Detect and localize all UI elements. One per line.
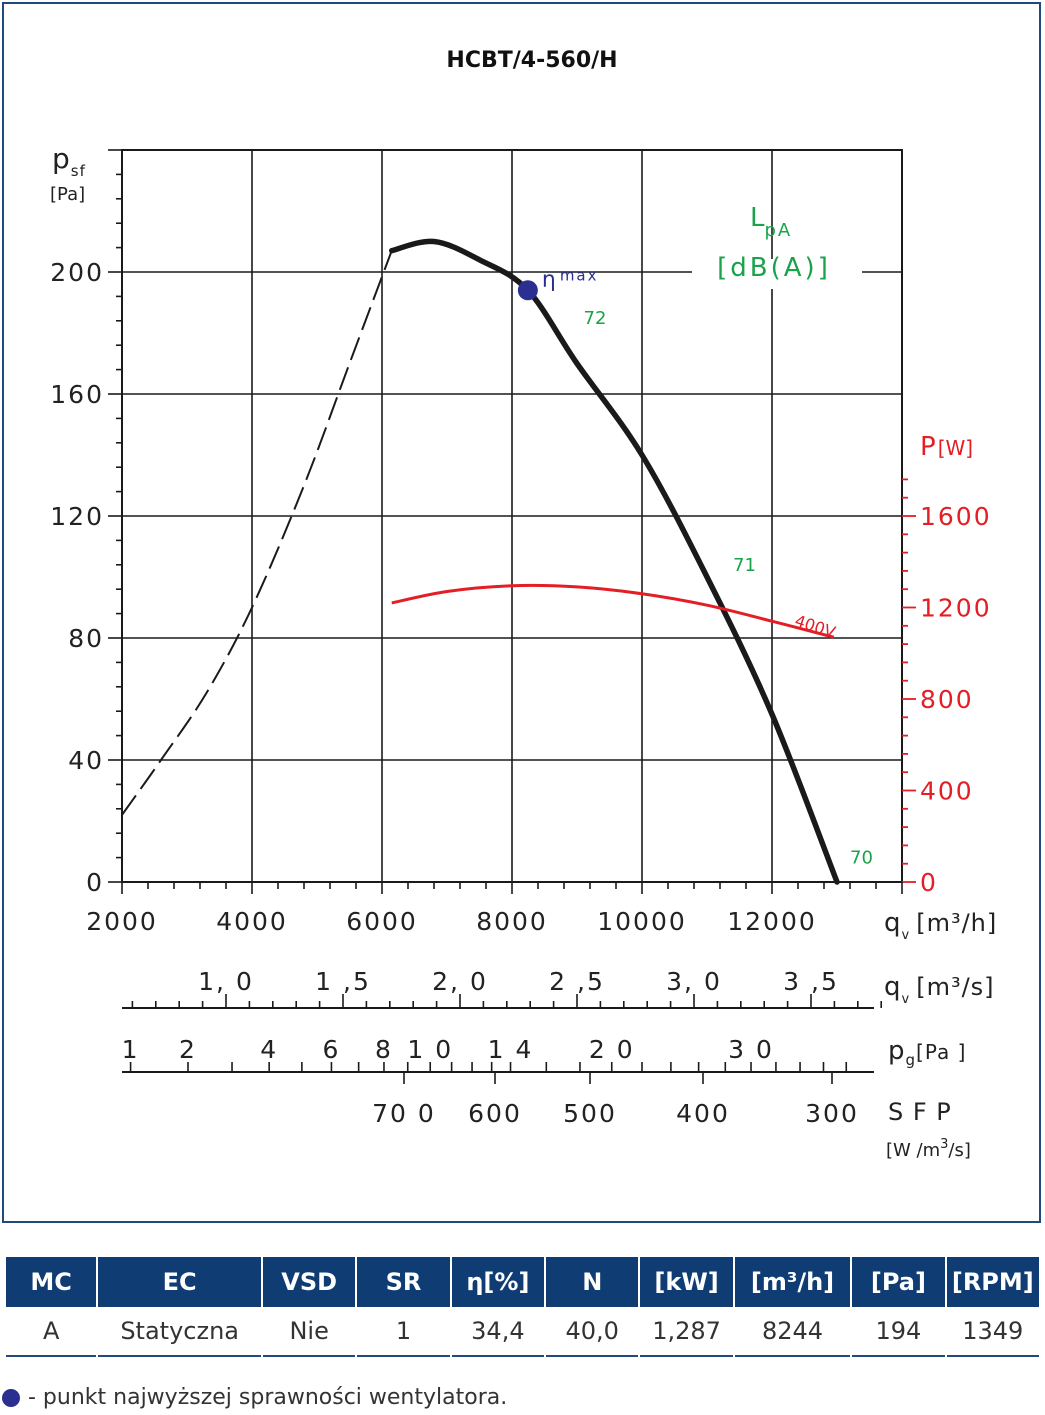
fan-parameters-table: MC EC VSD SR η[%] N [kW] [m³/h] [Pa] [RPM] A Staty… [4,1257,1041,1357]
pg-tick-label: 1 0 [407,1035,453,1064]
table-header-cell: N [546,1257,639,1307]
table-header-cell: [Pa] [852,1257,945,1307]
y-tick-label: 0 [86,868,104,897]
y-axis-label: psf [52,142,86,180]
eta-max-marker [517,280,538,301]
y-tick-label: 40 [68,746,104,775]
qv-m3h-label: qv [m³/h] [884,908,997,943]
eta-max-label: η max [542,266,599,292]
table-cell: 8244 [734,1307,851,1357]
table-cell: Nie [262,1307,356,1357]
table-cell: 34,4 [451,1307,545,1357]
grid [121,149,903,883]
sfp-label: S F P [888,1098,952,1126]
footnote-text: - punkt najwyższej sprawności wentylator… [28,1385,508,1410]
sfp-tick-label: 70 0 [372,1099,436,1128]
table-header-cell: η[%] [451,1257,545,1307]
power-tick-label: 1200 [920,594,992,623]
table-cell: 1349 [946,1307,1039,1357]
y-axis-unit: [Pa] [50,184,85,205]
table-cell: 1 [357,1307,450,1357]
lpa-unit: [dB(A)] [717,253,831,283]
x-tick-label: 10000 [597,907,687,936]
pressure-curve [389,238,840,885]
sfp-tick-label: 600 [468,1099,522,1128]
pg-tick-label: 4 [260,1035,278,1064]
lpa-label-background [692,259,862,289]
pg-tick-label: 2 [179,1035,197,1064]
pg-tick-label: 8 [375,1035,393,1064]
sfp-unit: [W /m3/s] [886,1137,971,1161]
x-tick-label: 6000 [346,907,418,936]
noise-level-label: 72 [584,308,607,329]
qv-m3s-tick-label: 1 ,5 [315,967,371,996]
table-header-cell: [kW] [640,1257,733,1307]
x-tick-label: 12000 [727,907,817,936]
noise-level-label: 71 [733,555,756,576]
qv-m3s-label: qv [m³/s] [884,972,995,1007]
chart-title: HCBT/4-560/H [446,48,617,73]
y-tick-label: 200 [50,258,104,287]
table-cell: 1,287 [640,1307,733,1357]
sfp-tick-label: 500 [563,1099,617,1128]
x-tick-label: 2000 [86,907,158,936]
pressure-curve-unstable [121,250,393,816]
sfp-tick-label: 400 [676,1099,730,1128]
pg-tick-label: 3 0 [728,1035,774,1064]
x-tick-label: 8000 [476,907,548,936]
qv-m3s-tick-label: 3 ,5 [783,967,839,996]
table-cell: A [6,1307,97,1357]
table-cell: 194 [852,1307,945,1357]
y-tick-label: 80 [68,624,104,653]
qv-m3s-tick-label: 1, 0 [198,967,254,996]
qv-m3s-tick-label: 2, 0 [432,967,488,996]
chart-frame: HCBT/4-560/H 400V 72 71 70 η max 0 40 80 120 160 2… [2,2,1041,1223]
eta-max-dot-icon [2,1388,20,1407]
footnote: - punkt najwyższej sprawności wentylator… [2,1385,507,1410]
table-header-cell: [RPM] [946,1257,1039,1307]
power-curve-400v [391,583,835,639]
power-tick-label: 800 [920,685,974,714]
pg-label: pg[Pa ] [888,1036,966,1069]
table-cell: Statyczna [98,1307,261,1357]
x-tick-label: 4000 [216,907,288,936]
table-cell: 40,0 [546,1307,639,1357]
table-row: A Statyczna Nie 1 34,4 40,0 1,287 8244 194 1349 [6,1307,1039,1357]
y-tick-label: 160 [50,380,104,409]
table-header-cell: VSD [262,1257,356,1307]
qv-m3s-tick-label: 3, 0 [666,967,722,996]
pg-tick-label: 1 4 [488,1035,534,1064]
qv-m3s-tick-label: 2 ,5 [549,967,605,996]
sfp-tick-label: 300 [805,1099,859,1128]
table-header-cell: MC [6,1257,97,1307]
table-header-cell: SR [357,1257,450,1307]
table-body: A Statyczna Nie 1 34,4 40,0 1,287 8244 194 1349 [6,1307,1039,1357]
lpa-label: LpA [750,203,792,241]
power-tick-label: 1600 [920,502,992,531]
axis-labels: psf [Pa] LpA [dB(A)] P [W] qv [m³/h] qv [m³… [50,142,997,1161]
y-tick-label: 120 [50,502,104,531]
power-tick-label: 0 [920,868,938,897]
table-header-cell: [m³/h] [734,1257,851,1307]
pg-tick-label: 1 [122,1035,140,1064]
pg-tick-label: 6 [322,1035,340,1064]
power-axis-label: P [W] [920,432,973,462]
table-header-cell: EC [98,1257,261,1307]
noise-level-label: 70 [850,848,873,869]
power-tick-label: 400 [920,777,974,806]
pg-tick-label: 2 0 [589,1035,635,1064]
table-header-row: MC EC VSD SR η[%] N [kW] [m³/h] [Pa] [RPM] [6,1257,1039,1307]
